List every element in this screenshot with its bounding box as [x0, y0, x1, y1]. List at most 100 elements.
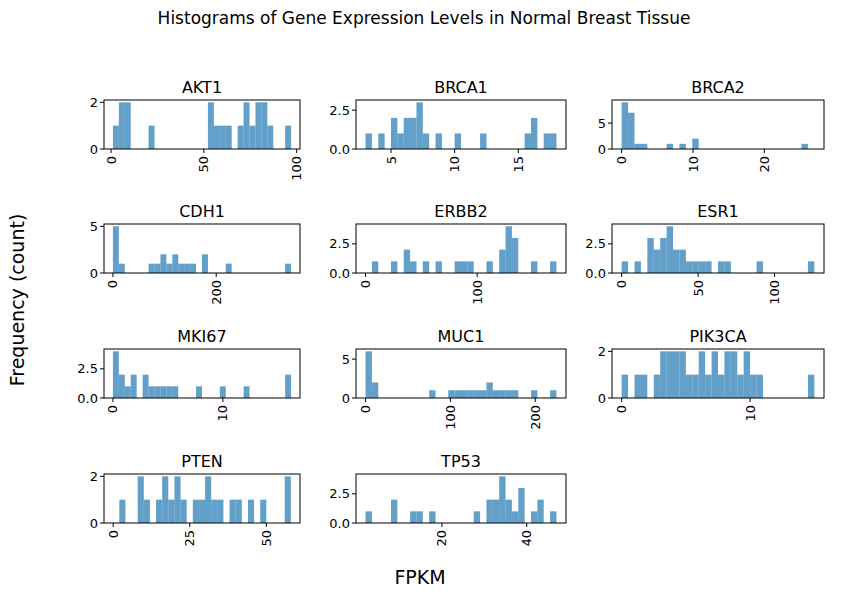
y-tick-label: 0 [90, 516, 98, 531]
histogram-bar [226, 126, 232, 149]
subplot: MKI670.02.5010 [77, 327, 300, 422]
subplot: AKT102050100 [90, 78, 304, 181]
histogram-bar [174, 476, 180, 523]
x-tick-label: 0 [614, 280, 629, 288]
axes-frame [356, 224, 566, 273]
x-tick-label: 50 [259, 530, 274, 547]
histogram-bar [366, 133, 372, 149]
histogram-bar [226, 264, 232, 273]
x-tick [113, 523, 114, 527]
x-tick [477, 273, 478, 277]
histogram-bar [199, 500, 205, 523]
histogram-bar [499, 476, 505, 523]
subplot: ESR10.02.5050100 [585, 202, 824, 305]
histogram-bar [149, 386, 155, 398]
bars [113, 102, 291, 149]
x-tick [365, 398, 366, 402]
y-tick [608, 149, 612, 150]
y-tick-label: 0 [598, 142, 606, 157]
y-tick [608, 243, 612, 244]
histogram-bar [416, 102, 422, 149]
y-tick-label: 2.5 [329, 103, 350, 118]
x-tick [222, 398, 223, 402]
axes-frame [356, 349, 566, 398]
histogram-bar [634, 144, 640, 149]
x-tick-label: 10 [215, 405, 230, 422]
histogram-bar [205, 476, 211, 523]
y-axis-label: Frequency (count) [6, 214, 28, 387]
histogram-bar [692, 375, 698, 398]
subplot-title: BRCA1 [434, 78, 488, 97]
histogram-bar [673, 351, 679, 398]
subplot: CDH1050200 [90, 202, 300, 305]
histogram-bar [248, 500, 254, 523]
histogram-bar [512, 511, 518, 523]
x-tick [621, 149, 622, 153]
x-tick-label: 40 [519, 530, 534, 547]
subplot: PIK3CA02010 [598, 327, 824, 422]
y-tick [608, 123, 612, 124]
histogram-bar [378, 133, 384, 149]
histogram-bar [285, 264, 291, 273]
y-tick-label: 2 [598, 344, 606, 359]
histogram-bar [718, 261, 724, 273]
histogram-bar [467, 261, 473, 273]
subplot-title: PTEN [181, 452, 223, 471]
y-tick-label: 0 [342, 391, 350, 406]
x-tick [535, 398, 536, 402]
histogram-bar [410, 118, 416, 149]
histogram-bar [366, 511, 372, 523]
histogram-bar [686, 261, 692, 273]
bars [119, 476, 291, 523]
histogram-bar [156, 500, 162, 523]
histogram-bar [149, 126, 155, 149]
histogram-bar [480, 390, 486, 398]
x-tick [693, 149, 694, 153]
histogram-bar [531, 511, 537, 523]
histogram-bar [537, 500, 543, 523]
histogram-bar [512, 390, 518, 398]
histogram-bar [429, 511, 435, 523]
x-tick-label: 100 [767, 280, 782, 305]
y-tick-label: 0 [598, 391, 606, 406]
subplot: BRCA10.02.551015 [329, 78, 566, 173]
histogram-bar [168, 500, 174, 523]
x-axis-label: FPKM [394, 566, 445, 588]
axes-frame [104, 224, 300, 273]
subplot: MUC1050100200 [342, 327, 566, 430]
x-tick-label: 0 [358, 280, 373, 288]
histogram-bar [372, 261, 378, 273]
bars [366, 351, 557, 398]
histogram-bar [757, 375, 763, 398]
x-tick [112, 273, 113, 277]
axes-frame [612, 100, 824, 149]
histogram-bar [196, 386, 202, 398]
y-tick [352, 359, 356, 360]
histogram-bar [230, 500, 236, 523]
y-tick-label: 0.0 [329, 516, 350, 531]
bars [366, 102, 557, 149]
histogram-bar [244, 386, 250, 398]
histogram-bar [391, 261, 397, 273]
histogram-bar [493, 390, 499, 398]
histogram-bar [512, 238, 518, 273]
subplot-title: AKT1 [182, 78, 222, 97]
y-tick-label: 0.0 [77, 391, 98, 406]
y-tick [100, 226, 104, 227]
y-tick [100, 523, 104, 524]
histogram-bar [236, 500, 242, 523]
bars [366, 476, 557, 523]
x-tick-label: 15 [511, 156, 526, 173]
histogram-bar [372, 382, 378, 398]
histogram-bar [628, 113, 634, 149]
histogram-bar [705, 261, 711, 273]
x-tick-label: 0 [358, 405, 373, 413]
histogram-bar [238, 126, 244, 149]
histogram-bar [724, 351, 730, 398]
histogram-bar [718, 375, 724, 398]
histogram-bar [181, 500, 187, 523]
histogram-bar [486, 500, 492, 523]
y-tick-label: 2.5 [329, 236, 350, 251]
histogram-bar [267, 126, 273, 149]
histogram-bar [506, 226, 512, 273]
